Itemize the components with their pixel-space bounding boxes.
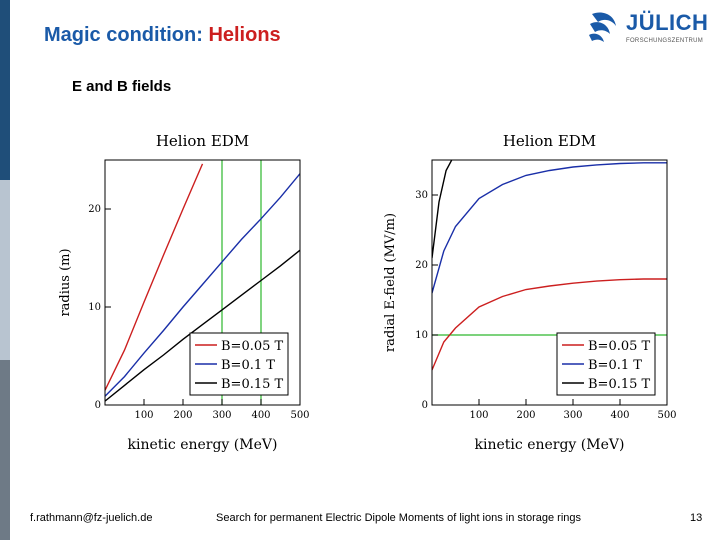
logo-name: JÜLICH	[626, 10, 709, 35]
chart-title: Helion EDM	[503, 132, 596, 150]
y-axis-label: radial E-field (MV/m)	[383, 213, 398, 352]
plot-frame	[431, 159, 668, 406]
y-tick-label: 30	[415, 190, 428, 201]
legend-label: B=0.1 T	[588, 358, 642, 373]
sidebar-stripe	[0, 0, 10, 540]
series-line	[432, 162, 667, 294]
radius-chart: Helion EDM 100 200 300 400 500 0 10 20 kinetic en…	[58, 132, 310, 453]
footer-page-number: 13	[690, 512, 703, 524]
x-tick-label: 400	[610, 410, 629, 421]
footer-email: f.rathmann@fz-juelich.de	[30, 512, 153, 524]
x-tick-label: 300	[212, 410, 231, 421]
slide-title-main: Magic condition:	[44, 24, 209, 46]
slide-title-accent: Helions	[208, 24, 281, 46]
legend-label: B=0.1 T	[221, 358, 275, 373]
x-tick-label: 200	[173, 410, 192, 421]
x-tick-label: 400	[251, 410, 270, 421]
sidebar-stripe-middle	[0, 180, 10, 360]
series-line	[432, 278, 667, 371]
slide-title: Magic condition: Helions	[44, 24, 281, 47]
slide-subtitle: E and B fields	[72, 78, 172, 95]
series-line	[105, 173, 300, 397]
footer-talk-title: Search for permanent Electric Dipole Mom…	[216, 512, 582, 524]
legend-label: B=0.05 T	[221, 339, 284, 354]
legend-label: B=0.05 T	[588, 339, 651, 354]
legend-label: B=0.15 T	[588, 377, 651, 392]
y-tick-label: 20	[415, 260, 428, 271]
x-tick-label: 200	[516, 410, 535, 421]
x-tick-label: 100	[469, 410, 488, 421]
series-line	[432, 160, 453, 259]
plot-frame	[104, 159, 301, 406]
x-tick-label: 500	[657, 410, 676, 421]
x-tick-label: 100	[134, 410, 153, 421]
efield-chart: Helion EDM 100 200 300 400 500 0 10 20 30 kinetic …	[383, 132, 677, 453]
x-tick-label: 500	[290, 410, 309, 421]
juelich-logo: JÜLICH FORSCHUNGSZENTRUM	[586, 8, 716, 52]
chart-title: Helion EDM	[156, 132, 249, 150]
y-tick-label: 0	[95, 400, 101, 411]
y-axis-label: radius (m)	[58, 248, 73, 316]
series-line	[105, 163, 204, 391]
logo-tagline: FORSCHUNGSZENTRUM	[626, 38, 704, 44]
sidebar-stripe-top	[0, 0, 10, 180]
x-axis-label: kinetic energy (MeV)	[128, 437, 278, 453]
x-tick-label: 300	[563, 410, 582, 421]
y-tick-label: 10	[415, 330, 428, 341]
legend-label: B=0.15 T	[221, 377, 284, 392]
juelich-logo-icon	[589, 12, 616, 42]
y-tick-label: 20	[88, 204, 101, 215]
sidebar-stripe-bottom	[0, 360, 10, 540]
x-axis-label: kinetic energy (MeV)	[475, 437, 625, 453]
y-tick-label: 0	[422, 400, 428, 411]
y-tick-label: 10	[88, 302, 101, 313]
series-line	[105, 249, 300, 402]
